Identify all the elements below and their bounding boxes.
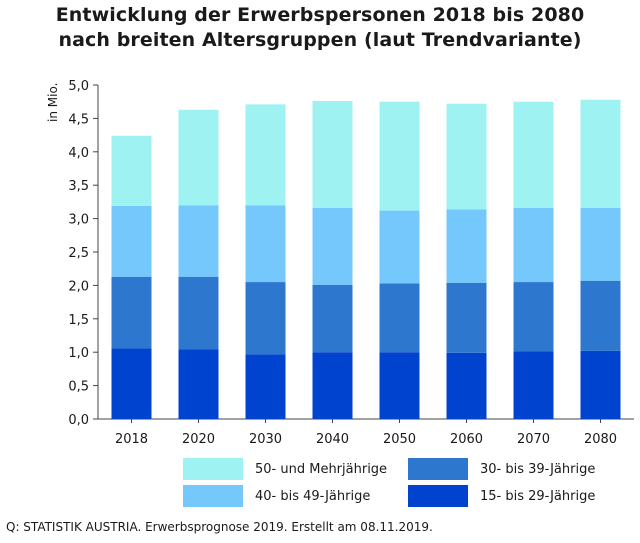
bar-segment-2040-series-2 — [312, 207, 353, 285]
x-tick-label: 2018 — [115, 432, 148, 447]
chart-legend: 50- und Mehrjährige 30- bis 39-Jährige 4… — [0, 453, 640, 515]
legend-item-30-39: 30- bis 39-Jährige — [408, 458, 595, 480]
bar-segment-2040-series-1 — [312, 284, 353, 353]
x-tick-label: 2020 — [182, 432, 215, 447]
bar-segment-2020-series-2 — [178, 205, 219, 277]
bar-segment-2020-series-0 — [178, 349, 219, 419]
bar-segment-2018-series-2 — [111, 205, 152, 277]
bar-segment-2060-series-0 — [446, 352, 487, 419]
bar-segment-2050-series-1 — [379, 283, 420, 353]
chart-title-line-1: Entwicklung der Erwerbspersonen 2018 bis… — [55, 4, 585, 26]
x-tick-label: 2040 — [316, 432, 349, 447]
bar-segment-2030-series-3 — [245, 104, 286, 206]
x-tick-label: 2060 — [450, 432, 483, 447]
legend-item-50-plus: 50- und Mehrjährige — [183, 458, 387, 480]
legend-item-15-29: 15- bis 29-Jährige — [408, 485, 595, 507]
legend-swatch-40-49 — [183, 485, 243, 507]
legend-label-30-39: 30- bis 39-Jährige — [480, 461, 596, 477]
y-axis-label: in Mio. — [46, 83, 60, 122]
bar-segment-2018-series-0 — [111, 348, 152, 419]
bar-segment-2030-series-1 — [245, 282, 286, 355]
bar-segment-2070-series-0 — [513, 351, 554, 419]
y-tick-label: 3,5 — [68, 179, 89, 194]
y-tick-label: 5,0 — [68, 79, 89, 94]
y-tick-label: 2,0 — [68, 279, 89, 294]
chart-title-line-2: nach breiten Altersgruppen (laut Trendva… — [58, 29, 582, 51]
bar-segment-2060-series-3 — [446, 103, 487, 210]
legend-label-40-49: 40- bis 49-Jährige — [255, 488, 371, 504]
y-tick-label: 0,0 — [68, 413, 89, 428]
legend-label-50-plus: 50- und Mehrjährige — [255, 461, 388, 477]
bar-segment-2050-series-3 — [379, 101, 420, 211]
bar-segment-2070-series-1 — [513, 282, 554, 352]
bar-segment-2030-series-0 — [245, 354, 286, 419]
bar-segment-2020-series-3 — [178, 109, 219, 206]
y-tick-label: 0,5 — [68, 380, 89, 395]
bar-segment-2020-series-1 — [178, 276, 219, 350]
y-tick-label: 1,5 — [68, 313, 89, 328]
x-tick-label: 2070 — [517, 432, 550, 447]
bar-segment-2018-series-3 — [111, 135, 152, 206]
stacked-bar-chart: 0,0 0,5 1,0 1,5 2,0 2,5 3,0 3,5 4,0 4,5 5,0 in Mio.… — [46, 79, 634, 447]
y-tick-label: 3,0 — [68, 213, 89, 228]
bar-segment-2030-series-2 — [245, 205, 286, 283]
bar-segment-2080-series-3 — [580, 99, 621, 208]
bar-segment-2060-series-1 — [446, 282, 487, 353]
y-tick-label: 1,0 — [68, 346, 89, 361]
x-tick-label: 2050 — [383, 432, 416, 447]
bar-segment-2070-series-2 — [513, 207, 554, 283]
bar-segment-2050-series-0 — [379, 352, 420, 419]
y-tick-label: 4,0 — [68, 146, 89, 161]
legend-label-15-29: 15- bis 29-Jährige — [480, 488, 596, 504]
legend-item-40-49: 40- bis 49-Jährige — [183, 485, 370, 507]
x-tick-label: 2030 — [249, 432, 282, 447]
y-tick-label: 4,5 — [68, 112, 89, 127]
source-note: Q: STATISTIK AUSTRIA. Erwerbsprognose 20… — [6, 520, 433, 534]
bar-segment-2070-series-3 — [513, 101, 554, 208]
legend-swatch-15-29 — [408, 485, 468, 507]
bar-segment-2040-series-3 — [312, 101, 353, 208]
bar-segment-2018-series-1 — [111, 276, 152, 349]
bar-segment-2040-series-0 — [312, 352, 353, 419]
legend-swatch-50-plus — [183, 458, 243, 480]
y-tick-label: 2,5 — [68, 246, 89, 261]
bar-segment-2050-series-2 — [379, 210, 420, 284]
bar-segment-2080-series-0 — [580, 350, 621, 419]
bar-segment-2080-series-2 — [580, 207, 621, 281]
legend-swatch-30-39 — [408, 458, 468, 480]
bar-segment-2080-series-1 — [580, 280, 621, 351]
bar-segment-2060-series-2 — [446, 209, 487, 283]
x-tick-label: 2080 — [584, 432, 617, 447]
